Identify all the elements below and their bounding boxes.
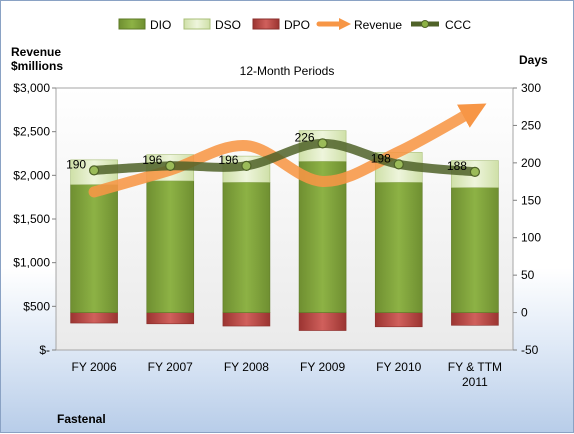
- bar-dpo: [146, 312, 195, 325]
- ccc-data-label: 188: [447, 159, 467, 173]
- left-axis-label-line1: Revenue: [11, 45, 61, 59]
- bars: [70, 130, 499, 331]
- lines: 190 196 196 226 198 188: [66, 103, 487, 198]
- ccc-data-label: 198: [371, 151, 391, 165]
- bar-dio: [451, 187, 499, 313]
- ccc-point: [393, 159, 404, 170]
- right-axis-tick-label: 0: [521, 306, 528, 320]
- right-axis-label: Days: [519, 53, 548, 67]
- left-axis-tick-label: $2,500: [13, 125, 50, 139]
- bar-dio: [222, 182, 271, 313]
- right-axis-tick-label: 300: [521, 81, 541, 95]
- bar-dio: [374, 182, 423, 313]
- right-axis-tick-label: 50: [521, 268, 535, 282]
- x-axis-tick-label: FY & TTM: [448, 360, 502, 374]
- company-name: Fastenal: [57, 412, 106, 426]
- ccc-point: [88, 165, 100, 176]
- right-axis-tick-label: -50: [521, 343, 539, 357]
- bar-dpo: [451, 312, 499, 326]
- ccc-data-label: 190: [66, 157, 86, 171]
- ccc-point: [241, 160, 252, 171]
- ccc-point: [165, 160, 176, 171]
- bar-dpo: [374, 312, 423, 328]
- left-axis-tick-label: $500: [23, 299, 50, 313]
- bar-dpo: [298, 312, 347, 331]
- bar-dio: [298, 161, 347, 313]
- bar-dio: [70, 184, 118, 313]
- left-axis-tick-label: $2,000: [13, 168, 50, 182]
- ccc-point: [317, 138, 328, 149]
- legend-label-ccc: CCC: [445, 18, 471, 32]
- bar-dpo: [222, 312, 271, 327]
- bar-dpo: [70, 312, 118, 324]
- left-axis-tick-label: $1,000: [13, 256, 50, 270]
- legend-swatch-dio: [118, 18, 146, 30]
- x-axis-tick-label: FY 2007: [148, 360, 193, 374]
- x-axis-tick-label: FY 2009: [300, 360, 345, 374]
- right-axis-tick-label: 250: [521, 118, 541, 132]
- bar-dio: [146, 180, 195, 313]
- right-axis-tick-label: 100: [521, 231, 541, 245]
- legend-label-dso: DSO: [215, 18, 241, 32]
- left-axis-tick-label: $1,500: [13, 212, 50, 226]
- legend-label-dio: DIO: [150, 18, 171, 32]
- legend-label-revenue: Revenue: [354, 18, 402, 32]
- legend: DIO DSO DPO Revenue CCC: [118, 17, 471, 32]
- x-axis-tick-label: FY 2010: [376, 360, 421, 374]
- left-axis: $- $500 $1,000 $1,500 $2,000 $2,500 $3,000: [13, 81, 56, 357]
- left-axis-label-line2: $millions: [11, 59, 63, 73]
- right-axis-tick-label: 150: [521, 193, 541, 207]
- ccc-data-label: 196: [142, 153, 162, 167]
- chart-title: 12-Month Periods: [240, 64, 335, 78]
- x-axis-tick-label: 2011: [462, 375, 488, 389]
- x-axis-tick-label: FY 2008: [224, 360, 269, 374]
- ccc-data-label: 196: [218, 153, 238, 167]
- ccc-data-label: 226: [295, 130, 315, 144]
- legend-marker-ccc: [421, 20, 429, 28]
- x-axis-tick-label: FY 2006: [72, 360, 117, 374]
- x-axis-labels: FY 2006 FY 2007 FY 2008 FY 2009 FY 2010 FY & …: [72, 360, 503, 389]
- legend-label-dpo: DPO: [284, 18, 310, 32]
- left-axis-tick-label: $3,000: [13, 81, 50, 95]
- right-axis: -50 0 50 100 150 200 250 300: [513, 81, 541, 357]
- left-axis-tick-label: $-: [39, 343, 50, 357]
- legend-swatch-dso: [183, 18, 211, 30]
- right-axis-tick-label: 200: [521, 156, 541, 170]
- ccc-point: [469, 166, 481, 177]
- legend-swatch-dpo: [252, 18, 280, 30]
